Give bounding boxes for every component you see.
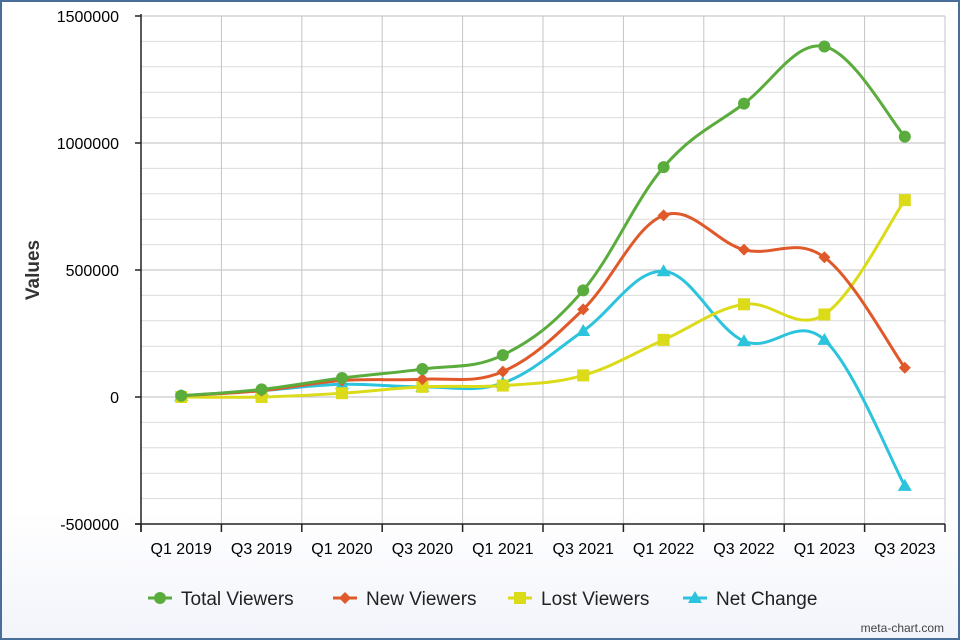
grid bbox=[140, 15, 946, 525]
total-viewers-point bbox=[577, 284, 590, 297]
legend-label: New Viewers bbox=[366, 589, 477, 610]
total-viewers-point bbox=[175, 389, 188, 402]
new-viewers-point bbox=[577, 303, 590, 316]
series-layer bbox=[174, 40, 912, 491]
x-tick-label: Q3 2023 bbox=[874, 541, 935, 558]
legend-item-net-change: Net Change bbox=[683, 589, 817, 610]
net-change-point bbox=[576, 323, 591, 336]
y-axis-title: Values bbox=[23, 240, 44, 300]
lost-viewers-line bbox=[181, 199, 907, 399]
new-viewers-point bbox=[898, 361, 911, 374]
lost-viewers-point bbox=[818, 308, 831, 321]
total-viewers-point bbox=[255, 383, 268, 396]
legend-marker bbox=[339, 592, 351, 604]
x-tick-label: Q3 2021 bbox=[553, 541, 614, 558]
x-tick-label: Q3 2020 bbox=[392, 541, 453, 558]
net-change-point bbox=[817, 332, 832, 345]
y-tick-label: 1000000 bbox=[57, 136, 119, 153]
series-total-viewers bbox=[175, 40, 911, 402]
y-tick-label: 1500000 bbox=[57, 9, 119, 26]
legend-marker bbox=[688, 591, 702, 603]
legend-item-total-viewers: Total Viewers bbox=[148, 589, 294, 610]
new-viewers-point bbox=[496, 365, 509, 378]
lost-viewers-point bbox=[416, 380, 429, 393]
watermark: meta-chart.com bbox=[861, 621, 944, 635]
legend-item-new-viewers: New Viewers bbox=[333, 589, 477, 610]
net-change-point bbox=[656, 264, 671, 277]
legend-marker bbox=[514, 592, 526, 604]
total-viewers-point bbox=[738, 97, 750, 110]
x-tick-label: Q3 2022 bbox=[713, 541, 774, 558]
axes: -500000 0 500000 1000000 1500000 Q1 2019 Q3 20… bbox=[57, 9, 946, 558]
new-viewers-point bbox=[416, 373, 429, 386]
lost-viewers-point bbox=[738, 298, 750, 311]
legend-label: Total Viewers bbox=[181, 589, 294, 610]
y-tick-label: 0 bbox=[110, 390, 119, 407]
x-tick-label: Q1 2023 bbox=[794, 541, 855, 558]
lost-viewers-point bbox=[657, 333, 670, 346]
total-viewers-line bbox=[181, 44, 906, 398]
lost-viewers-point bbox=[898, 194, 911, 207]
lost-viewers-point bbox=[336, 387, 348, 400]
net-change-point bbox=[737, 334, 751, 347]
lost-viewers-point bbox=[577, 369, 590, 382]
y-tick-label: 500000 bbox=[66, 263, 119, 280]
x-tick-label: Q1 2020 bbox=[311, 541, 372, 558]
new-viewers-point bbox=[738, 243, 750, 256]
y-tick-label: -500000 bbox=[60, 517, 119, 534]
total-viewers-point bbox=[898, 130, 911, 143]
legend: Total Viewers New Viewers Lost Viewers Net … bbox=[148, 589, 817, 610]
x-tick-label: Q3 2019 bbox=[231, 541, 292, 558]
total-viewers-point bbox=[657, 161, 670, 174]
new-viewers-point bbox=[657, 209, 670, 222]
series-lost-viewers bbox=[175, 194, 911, 403]
total-viewers-point bbox=[336, 371, 348, 384]
x-tick-label: Q1 2021 bbox=[472, 541, 533, 558]
total-viewers-point bbox=[416, 363, 429, 376]
new-viewers-point bbox=[818, 251, 831, 264]
legend-marker bbox=[154, 592, 166, 604]
new-viewers-line bbox=[181, 212, 907, 398]
total-viewers-point bbox=[496, 349, 509, 362]
lost-viewers-point bbox=[496, 379, 509, 392]
legend-label: Net Change bbox=[716, 589, 817, 610]
x-tick-label: Q1 2022 bbox=[633, 541, 694, 558]
legend-item-lost-viewers: Lost Viewers bbox=[508, 589, 649, 610]
legend-label: Lost Viewers bbox=[541, 589, 649, 610]
net-change-point bbox=[897, 478, 912, 491]
total-viewers-point bbox=[818, 40, 831, 53]
x-tick-label: Q1 2019 bbox=[151, 541, 212, 558]
